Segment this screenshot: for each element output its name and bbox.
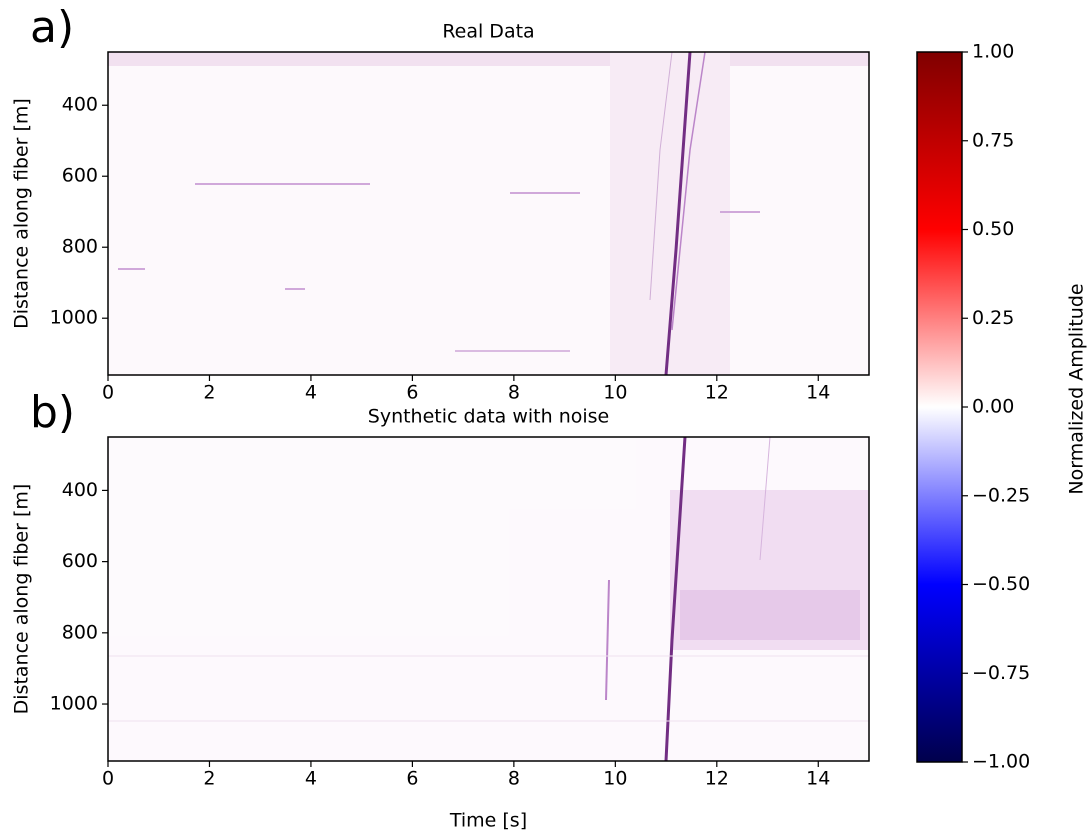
colorbar-tick-label: −0.25 (972, 484, 1030, 506)
y-tick-label: 400 (62, 479, 98, 501)
x-tick-label: 0 (102, 768, 114, 790)
x-tick-label: 14 (806, 382, 830, 404)
axes-frame (107, 51, 870, 376)
x-tick-label: 12 (705, 768, 729, 790)
colorbar-label: Normalized Amplitude (1066, 283, 1088, 494)
x-tick-label: 8 (508, 768, 520, 790)
x-tick-label: 2 (203, 382, 215, 404)
colorbar-tick-label: −0.75 (972, 662, 1030, 684)
axes-frame (107, 436, 870, 762)
y-tick-label: 1000 (50, 307, 98, 329)
y-tick-label: 600 (62, 550, 98, 572)
y-axis-label: Distance along fiber [m] (11, 98, 33, 329)
heatmap-texture-a (108, 51, 869, 376)
x-tick-label: 8 (508, 382, 520, 404)
x-tick-label: 12 (705, 382, 729, 404)
x-tick-label: 4 (305, 768, 317, 790)
x-tick-label: 2 (203, 768, 215, 790)
colorbar-tick-label: 0.00 (972, 396, 1014, 418)
panel-title: Real Data (442, 21, 534, 43)
colorbar-tick-label: 0.50 (972, 218, 1014, 240)
panel-label: b) (30, 387, 75, 438)
heatmap-texture-b (108, 436, 869, 762)
y-tick-label: 1000 (50, 693, 98, 715)
y-tick-label: 400 (62, 94, 98, 116)
y-tick-label: 800 (62, 621, 98, 643)
colorbar-tick-label: 0.25 (972, 307, 1014, 329)
panel-label: a) (30, 2, 74, 53)
x-tick-label: 10 (603, 768, 627, 790)
x-tick-label: 6 (406, 768, 418, 790)
y-axis-label: Distance along fiber [m] (11, 484, 33, 715)
colorbar-tick-label: 0.75 (972, 129, 1014, 151)
x-tick-label: 14 (806, 768, 830, 790)
x-axis-label: Time [s] (449, 810, 527, 832)
x-tick-label: 0 (102, 382, 114, 404)
x-tick-label: 6 (406, 382, 418, 404)
y-tick-label: 800 (62, 236, 98, 258)
colorbar-tick-label: −0.50 (972, 573, 1030, 595)
panel-title: Synthetic data with noise (368, 406, 609, 428)
x-tick-label: 10 (603, 382, 627, 404)
colorbar-tick-label: 1.00 (972, 41, 1014, 63)
x-tick-label: 4 (305, 382, 317, 404)
colorbar-tick-label: −1.00 (972, 751, 1030, 773)
colorbar (916, 51, 963, 763)
y-tick-label: 600 (62, 165, 98, 187)
